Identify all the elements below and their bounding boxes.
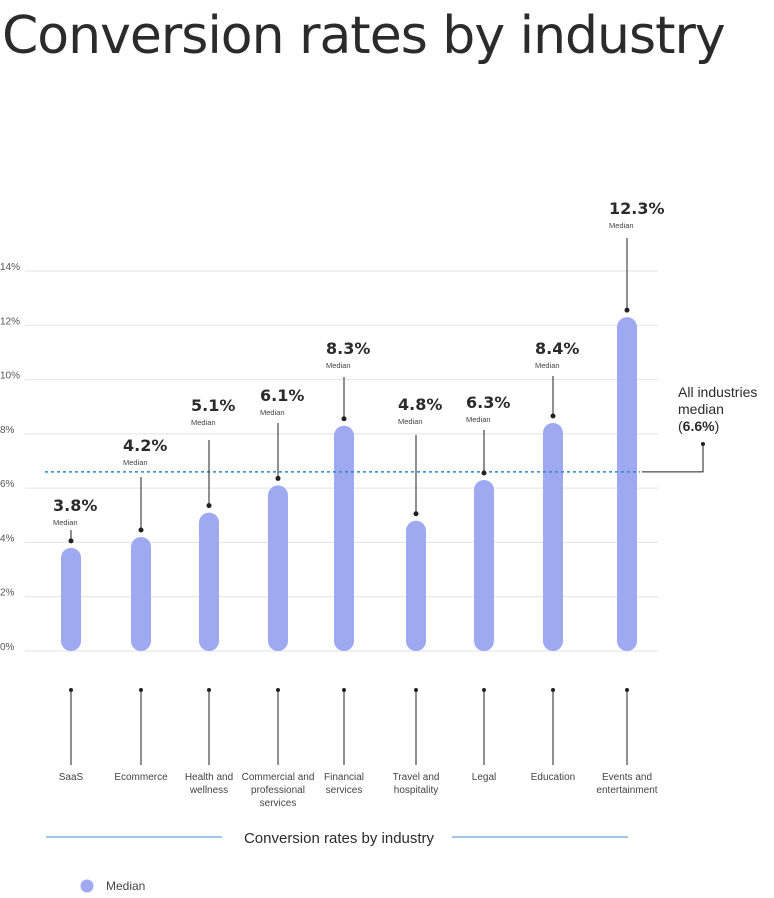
bar: [268, 485, 288, 651]
y-tick-label: 2%: [0, 588, 15, 599]
category-labels: SaaS Ecommerce Health and wellness Commercia…: [59, 688, 658, 809]
value-label: 5.1%: [191, 396, 235, 415]
bar: [474, 480, 494, 651]
bar: [543, 423, 563, 651]
value-label: 12.3%: [609, 199, 665, 218]
bar: [617, 317, 637, 651]
y-tick-label: 12%: [0, 316, 20, 327]
category-label: Legal: [472, 772, 496, 783]
value-sublabel: Median: [609, 221, 634, 230]
value-sublabel: Median: [398, 417, 423, 426]
value-pin-dot: [413, 511, 419, 517]
reference-label-line: All industries: [678, 384, 757, 400]
value-pin-dot: [275, 475, 281, 481]
value-pin-dot: [68, 538, 74, 544]
value-pin-dot: [138, 527, 144, 533]
value-label: 3.8%: [53, 496, 97, 515]
value-pin-dot: [341, 416, 347, 422]
value-pin-dot: [624, 307, 630, 313]
value-labels: 3.8% Median 4.2% Median 5.1% Median 6.1% Median…: [53, 199, 665, 544]
y-tick-label: 14%: [0, 262, 20, 273]
category-label: Ecommerce: [114, 772, 168, 783]
bar: [199, 512, 219, 651]
value-sublabel: Median: [53, 518, 78, 527]
y-tick-label: 4%: [0, 533, 15, 544]
bar: [406, 520, 426, 651]
value-sublabel: Median: [123, 458, 148, 467]
value-sublabel: Median: [466, 415, 491, 424]
category-label: Commercial and professional services: [242, 772, 315, 809]
bar: [61, 547, 81, 651]
value-pin-dot: [206, 503, 212, 509]
value-sublabel: Median: [326, 361, 351, 370]
y-tick-label: 0%: [0, 642, 15, 653]
value-pin-dot: [550, 413, 556, 419]
x-axis-title: Conversion rates by industry: [244, 830, 435, 847]
value-label: 6.1%: [260, 386, 304, 405]
legend-label: Median: [106, 879, 145, 893]
reference-label-line: median: [678, 401, 724, 417]
legend: Median: [80, 879, 145, 893]
reference-leader: [642, 444, 704, 473]
category-label: Health and wellness: [185, 772, 233, 796]
page-title: Conversion rates by industry: [2, 6, 726, 66]
reference-label-value: (6.6%): [678, 418, 719, 434]
bars: [61, 317, 637, 651]
category-label: Travel and hospitality: [393, 772, 440, 796]
value-label: 4.2%: [123, 436, 167, 455]
y-tick-label: 6%: [0, 479, 15, 490]
category-label: Education: [531, 772, 575, 783]
category-label: Events and entertainment: [596, 772, 657, 796]
x-axis-title-group: Conversion rates by industry: [46, 830, 628, 847]
category-label: SaaS: [59, 772, 84, 783]
value-label: 8.3%: [326, 339, 370, 358]
value-label: 4.8%: [398, 395, 442, 414]
value-sublabel: Median: [191, 418, 216, 427]
value-sublabel: Median: [260, 408, 285, 417]
bar: [131, 537, 151, 651]
y-tick-label: 8%: [0, 425, 15, 436]
legend-swatch: [80, 879, 94, 893]
bar: [334, 425, 354, 651]
y-axis-ticks: 0% 2% 4% 6% 8% 10% 12% 14%: [0, 262, 20, 653]
value-pin-dot: [481, 470, 487, 476]
reference-leader-dot: [701, 442, 705, 446]
y-tick-label: 10%: [0, 371, 20, 382]
value-label: 6.3%: [466, 393, 510, 412]
value-sublabel: Median: [535, 361, 560, 370]
category-label: Financial services: [324, 772, 364, 796]
value-label: 8.4%: [535, 339, 579, 358]
